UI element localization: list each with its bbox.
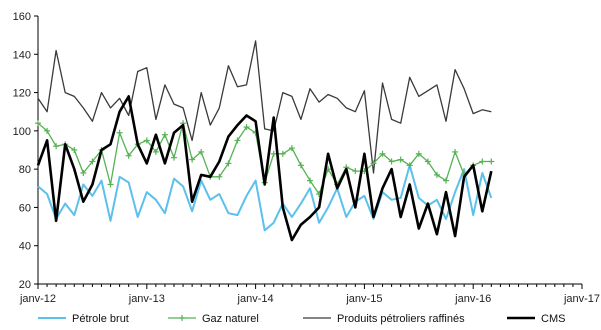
data-point-marker: [297, 162, 304, 169]
series-line-3: [36, 95, 493, 242]
legend-item: Produits pétroliers raffinés: [303, 313, 465, 325]
y-tick-label: 120: [13, 88, 31, 100]
data-point-marker: [307, 177, 313, 184]
data-point-marker: [379, 150, 386, 157]
data-point-marker: [479, 158, 486, 165]
legend-item: Pétrole brut: [38, 313, 129, 325]
x-tick-label: janv-13: [128, 293, 165, 305]
y-tick-label: 160: [13, 11, 31, 23]
data-point-marker: [443, 177, 449, 184]
legend-item: CMS: [507, 313, 565, 325]
series-line-2: [37, 40, 492, 174]
data-point-marker: [116, 129, 123, 136]
legend-label: Produits pétroliers raffinés: [337, 313, 465, 325]
data-point-marker: [234, 137, 241, 144]
x-tick-label: janv-14: [237, 293, 274, 305]
data-point-marker: [89, 158, 96, 165]
data-point-marker: [388, 158, 395, 165]
x-axis-ticks: janv-12 janv-13 janv-14 janv-15 janv-16 janv-…: [19, 284, 600, 305]
y-tick-label: 20: [19, 279, 31, 291]
data-point-marker: [216, 173, 223, 180]
data-point-marker: [152, 148, 159, 155]
y-tick-label: 100: [13, 126, 31, 138]
data-point-marker: [35, 120, 41, 127]
y-tick-label: 80: [19, 164, 31, 176]
x-tick-label: janv-16: [454, 293, 491, 305]
data-point-marker: [125, 152, 132, 159]
data-point-marker: [433, 171, 440, 178]
data-point-marker: [452, 148, 459, 155]
legend: Pétrole brut Gaz naturel Produits pétrolie…: [38, 313, 565, 325]
data-point-marker: [53, 143, 60, 150]
data-point-marker: [143, 137, 150, 144]
data-point-marker: [243, 124, 250, 131]
data-point-marker: [406, 162, 413, 169]
data-point-marker: [171, 154, 177, 161]
y-tick-label: 140: [13, 49, 31, 61]
data-point-marker: [44, 127, 51, 134]
x-tick-label: janv-17: [563, 293, 600, 305]
data-point-marker: [279, 150, 286, 157]
series-layer: [35, 40, 495, 242]
legend-label: Gaz naturel: [202, 313, 259, 325]
data-point-marker: [370, 160, 377, 167]
legend-label: CMS: [541, 313, 565, 325]
x-tick-label: janv-12: [19, 293, 56, 305]
y-axis-ticks: 20 40 60 80 100 120 140 160: [13, 11, 38, 291]
data-point-marker: [424, 158, 431, 165]
data-point-marker: [71, 147, 78, 153]
data-point-marker: [225, 160, 232, 167]
data-point-marker: [270, 150, 277, 157]
data-point-marker: [189, 156, 196, 163]
data-point-marker: [415, 150, 422, 157]
y-tick-label: 60: [19, 202, 31, 214]
x-tick-label: janv-15: [345, 293, 382, 305]
series-line-0: [37, 164, 493, 232]
data-point-marker: [161, 131, 168, 138]
legend-item: Gaz naturel: [168, 313, 259, 325]
data-point-marker: [80, 169, 87, 176]
data-point-marker: [107, 181, 114, 188]
data-point-marker: [352, 168, 359, 175]
data-point-marker: [288, 145, 295, 152]
data-point-marker: [198, 148, 205, 155]
data-point-marker: [488, 158, 495, 165]
data-point-marker: [397, 156, 404, 163]
y-tick-label: 40: [19, 241, 31, 253]
plot-frame: [37, 16, 582, 285]
legend-label: Pétrole brut: [72, 313, 129, 325]
